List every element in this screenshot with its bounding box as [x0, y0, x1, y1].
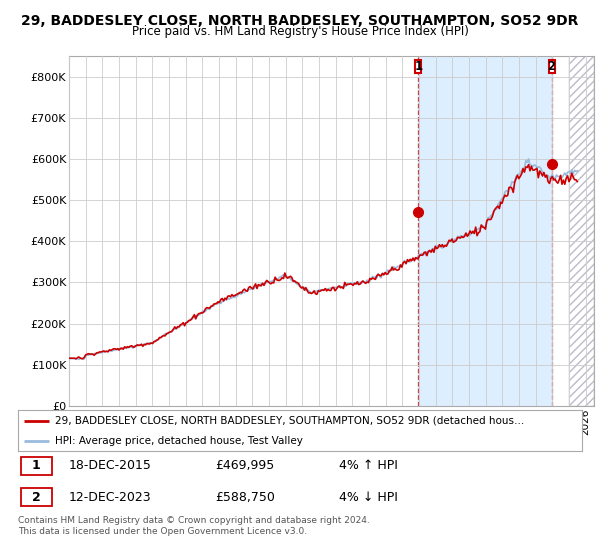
Text: 1: 1 [414, 60, 422, 73]
Text: Contains HM Land Registry data © Crown copyright and database right 2024.
This d: Contains HM Land Registry data © Crown c… [18, 516, 370, 536]
Text: 1: 1 [32, 459, 41, 472]
Text: 18-DEC-2015: 18-DEC-2015 [69, 459, 152, 472]
Text: 29, BADDESLEY CLOSE, NORTH BADDESLEY, SOUTHAMPTON, SO52 9DR (detached hous…: 29, BADDESLEY CLOSE, NORTH BADDESLEY, SO… [55, 416, 524, 426]
FancyBboxPatch shape [21, 488, 52, 506]
Bar [569, 56, 594, 406]
FancyBboxPatch shape [21, 457, 52, 475]
Bar [569, 56, 594, 406]
FancyBboxPatch shape [549, 60, 554, 73]
FancyBboxPatch shape [415, 60, 421, 73]
Text: 2: 2 [548, 60, 556, 73]
Bar [418, 56, 551, 406]
Text: Price paid vs. HM Land Registry's House Price Index (HPI): Price paid vs. HM Land Registry's House … [131, 25, 469, 38]
Text: 29, BADDESLEY CLOSE, NORTH BADDESLEY, SOUTHAMPTON, SO52 9DR: 29, BADDESLEY CLOSE, NORTH BADDESLEY, SO… [22, 14, 578, 28]
Text: £588,750: £588,750 [215, 491, 275, 504]
Text: HPI: Average price, detached house, Test Valley: HPI: Average price, detached house, Test… [55, 436, 302, 446]
Text: 2: 2 [32, 491, 41, 504]
Text: 4% ↑ HPI: 4% ↑ HPI [340, 459, 398, 472]
Text: £469,995: £469,995 [215, 459, 275, 472]
Text: 4% ↓ HPI: 4% ↓ HPI [340, 491, 398, 504]
Text: 12-DEC-2023: 12-DEC-2023 [69, 491, 151, 504]
